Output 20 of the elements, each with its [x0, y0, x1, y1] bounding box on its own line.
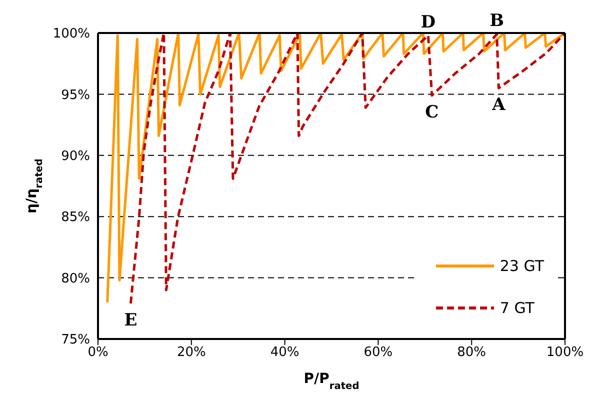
x-tick-label: 60% [364, 345, 393, 360]
x-tick-label: 80% [457, 345, 486, 360]
y-tick-label: 75% [61, 332, 90, 348]
x-tick-label: 20% [176, 345, 206, 360]
y-tick-label: 80% [61, 271, 90, 286]
legend-label: 7 GT [500, 299, 534, 317]
y-tick-label: 90% [61, 149, 90, 164]
x-tick-label: 100% [546, 345, 584, 360]
legend-label: 23 GT [500, 257, 544, 275]
y-tick-label: 85% [61, 210, 90, 226]
annotation: C [425, 102, 439, 122]
annotation: E [124, 310, 138, 331]
annotation: B [490, 11, 504, 32]
y-tick-label: 100% [52, 26, 90, 42]
annotation: D [420, 12, 436, 32]
x-tick-label: 0% [88, 345, 108, 360]
annotation: A [491, 95, 506, 116]
x-axis-title: P/P$_{rated}$ [304, 371, 360, 392]
y-tick-label: 95% [61, 88, 90, 103]
x-tick-label: 40% [270, 345, 300, 360]
